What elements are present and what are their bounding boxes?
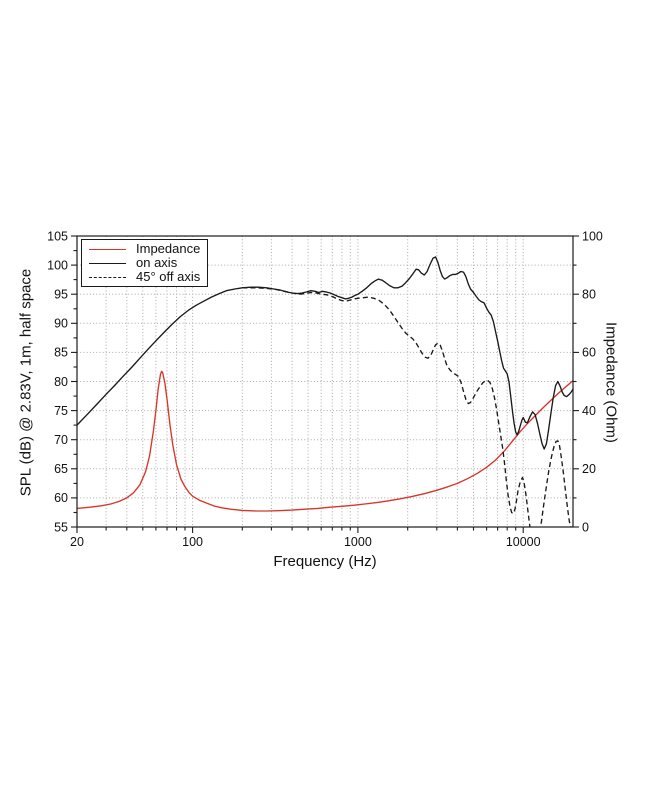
legend-item: 45° off axis [82, 270, 207, 284]
y-right-tick-label: 60 [582, 346, 596, 360]
y-left-axis-title: SPL (dB) @ 2.83V, 1m, half space [17, 268, 35, 497]
legend-item: Impedance [82, 242, 207, 256]
y-right-axis-title: Impedance (Ohm) [602, 322, 620, 443]
y-left-tick-label: 65 [54, 462, 68, 476]
x-tick-label: 100 [182, 535, 203, 549]
legend: Impedance on axis 45° off axis [81, 239, 208, 287]
y-left-tick-label: 80 [54, 375, 68, 389]
y-right-tick-label: 80 [582, 288, 596, 302]
y-left-tick-label: 55 [54, 520, 68, 534]
y-left-tick-label: 70 [54, 433, 68, 447]
x-tick-label: 10000 [506, 535, 541, 549]
y-left-tick-label: 60 [54, 491, 68, 505]
y-right-tick-label: 40 [582, 404, 596, 418]
legend-line-sample [89, 276, 126, 278]
legend-line-sample [89, 262, 126, 264]
legend-label: on axis [136, 255, 178, 270]
y-right-tick-label: 100 [582, 229, 603, 243]
legend-item: on axis [82, 256, 207, 270]
x-tick-label: 20 [70, 535, 84, 549]
y-left-tick-label: 75 [54, 404, 68, 418]
legend-label: Impedance [136, 241, 201, 256]
curve-impedance [77, 370, 573, 512]
y-left-tick-label: 90 [54, 317, 68, 331]
y-left-tick-label: 105 [47, 229, 68, 243]
y-right-tick-label: 20 [582, 462, 596, 476]
x-tick-label: 1000 [344, 535, 372, 549]
plot-border [76, 235, 574, 528]
y-right-tick-label: 0 [582, 520, 589, 534]
y-left-tick-label: 100 [47, 258, 68, 272]
y-left-tick-label: 85 [54, 346, 68, 360]
legend-line-sample [89, 248, 126, 250]
legend-label: 45° off axis [136, 269, 201, 284]
x-axis-title: Frequency (Hz) [273, 553, 377, 570]
y-left-tick-label: 95 [54, 288, 68, 302]
